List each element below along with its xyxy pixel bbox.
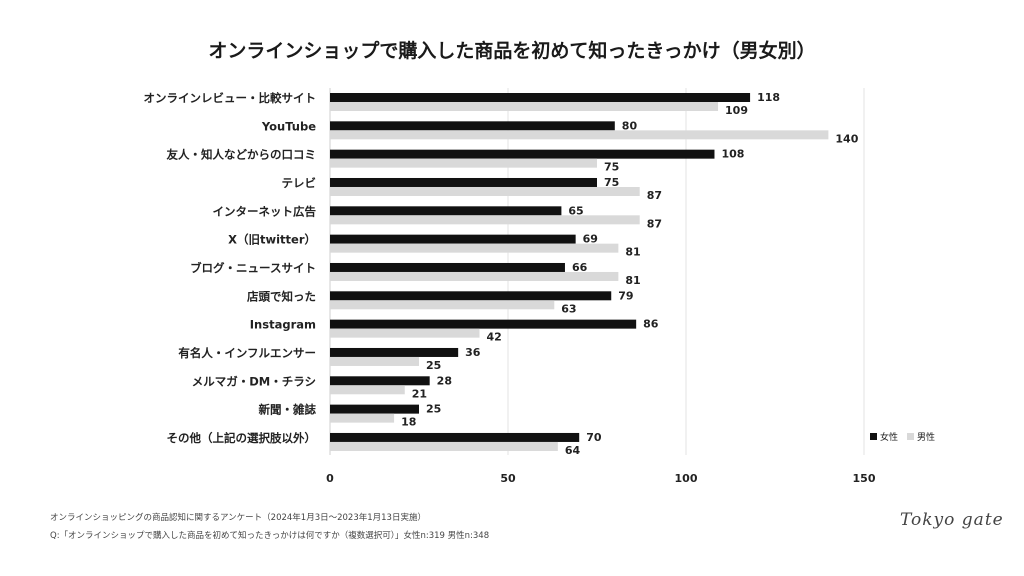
data-label-female: 86 xyxy=(643,318,659,331)
bar-female xyxy=(330,319,637,329)
data-label-male: 42 xyxy=(487,331,502,344)
category-label: 友人・知人などからの口コミ xyxy=(167,148,317,162)
x-tick-label: 100 xyxy=(675,472,698,485)
data-label-female: 80 xyxy=(622,119,638,132)
bar-female xyxy=(330,121,615,131)
survey-note: オンラインショッピングの商品認知に関するアンケート（2024年1月3日〜2023… xyxy=(50,513,426,523)
bar-male xyxy=(330,300,555,310)
data-label-female: 108 xyxy=(721,148,744,161)
bar-female xyxy=(330,404,419,414)
data-label-female: 69 xyxy=(583,233,598,246)
x-tick-label: 150 xyxy=(853,472,876,485)
data-label-female: 65 xyxy=(568,204,583,217)
data-label-female: 36 xyxy=(465,346,481,359)
x-tick-label: 0 xyxy=(326,472,334,485)
category-label: Instagram xyxy=(250,318,316,332)
bar-male xyxy=(330,356,419,366)
bar-male xyxy=(330,215,640,225)
bar-female xyxy=(330,93,751,102)
category-label: YouTube xyxy=(261,119,316,133)
category-label: 店頭で知った xyxy=(247,289,316,303)
bar-male xyxy=(330,328,480,338)
x-tick-label: 50 xyxy=(500,472,516,485)
category-label: ブログ・ニュースサイト xyxy=(190,261,316,275)
bar-female xyxy=(330,262,565,272)
category-label: その他（上記の選択肢以外） xyxy=(167,431,317,445)
data-label-female: 118 xyxy=(757,91,780,104)
data-label-male: 109 xyxy=(725,104,748,117)
bar-female xyxy=(330,177,597,187)
data-label-female: 25 xyxy=(426,403,441,416)
data-label-male: 87 xyxy=(647,189,662,202)
data-label-female: 66 xyxy=(572,261,588,274)
data-label-male: 87 xyxy=(647,217,662,230)
legend-swatch xyxy=(907,433,914,440)
data-label-male: 64 xyxy=(565,444,581,457)
bar-female xyxy=(330,347,459,357)
bar-female xyxy=(330,376,430,386)
bar-male xyxy=(330,413,395,423)
category-label: 有名人・インフルエンサー xyxy=(178,346,316,360)
data-label-male: 140 xyxy=(835,132,858,145)
legend-swatch xyxy=(870,433,877,440)
data-label-male: 25 xyxy=(426,359,441,372)
legend-label: 男性 xyxy=(917,431,935,443)
category-label: 新聞・雑誌 xyxy=(259,403,317,417)
bar-female xyxy=(330,291,612,301)
data-label-male: 63 xyxy=(561,302,576,315)
question-note: Q:「オンラインショップで購入した商品を初めて知ったきっかけは何ですか（複数選択… xyxy=(50,531,490,541)
bar-male xyxy=(330,158,597,168)
bar-female xyxy=(330,206,562,216)
data-label-male: 81 xyxy=(625,274,640,287)
data-label-female: 79 xyxy=(618,289,633,302)
tokyo-gate-logo: Tokyo gate xyxy=(900,510,1004,530)
legend-label: 女性 xyxy=(880,431,898,443)
data-label-female: 28 xyxy=(437,374,452,387)
bar-male xyxy=(330,441,558,451)
data-label-male: 81 xyxy=(625,246,640,259)
bar-female xyxy=(330,432,580,442)
bar-male xyxy=(330,243,619,253)
data-label-female: 75 xyxy=(604,176,619,189)
bar-female xyxy=(330,149,715,159)
data-label-male: 21 xyxy=(412,387,427,400)
category-label: オンラインレビュー・比較サイト xyxy=(144,91,317,105)
category-label: X（旧twitter） xyxy=(228,233,316,247)
bar-male xyxy=(330,102,719,111)
data-label-female: 70 xyxy=(586,431,602,444)
bar-male xyxy=(330,385,405,395)
bar-male xyxy=(330,186,640,196)
bar-female xyxy=(330,234,576,244)
category-label: テレビ xyxy=(282,176,317,190)
category-label: インターネット広告 xyxy=(213,204,317,218)
category-label: メルマガ・DM・チラシ xyxy=(192,374,316,388)
bar-male xyxy=(330,130,829,140)
bar-male xyxy=(330,271,619,281)
data-label-male: 75 xyxy=(604,161,619,174)
chart-title: オンラインショップで購入した商品を初めて知ったきっかけ（男女別） xyxy=(208,40,816,62)
data-label-male: 18 xyxy=(401,416,416,429)
